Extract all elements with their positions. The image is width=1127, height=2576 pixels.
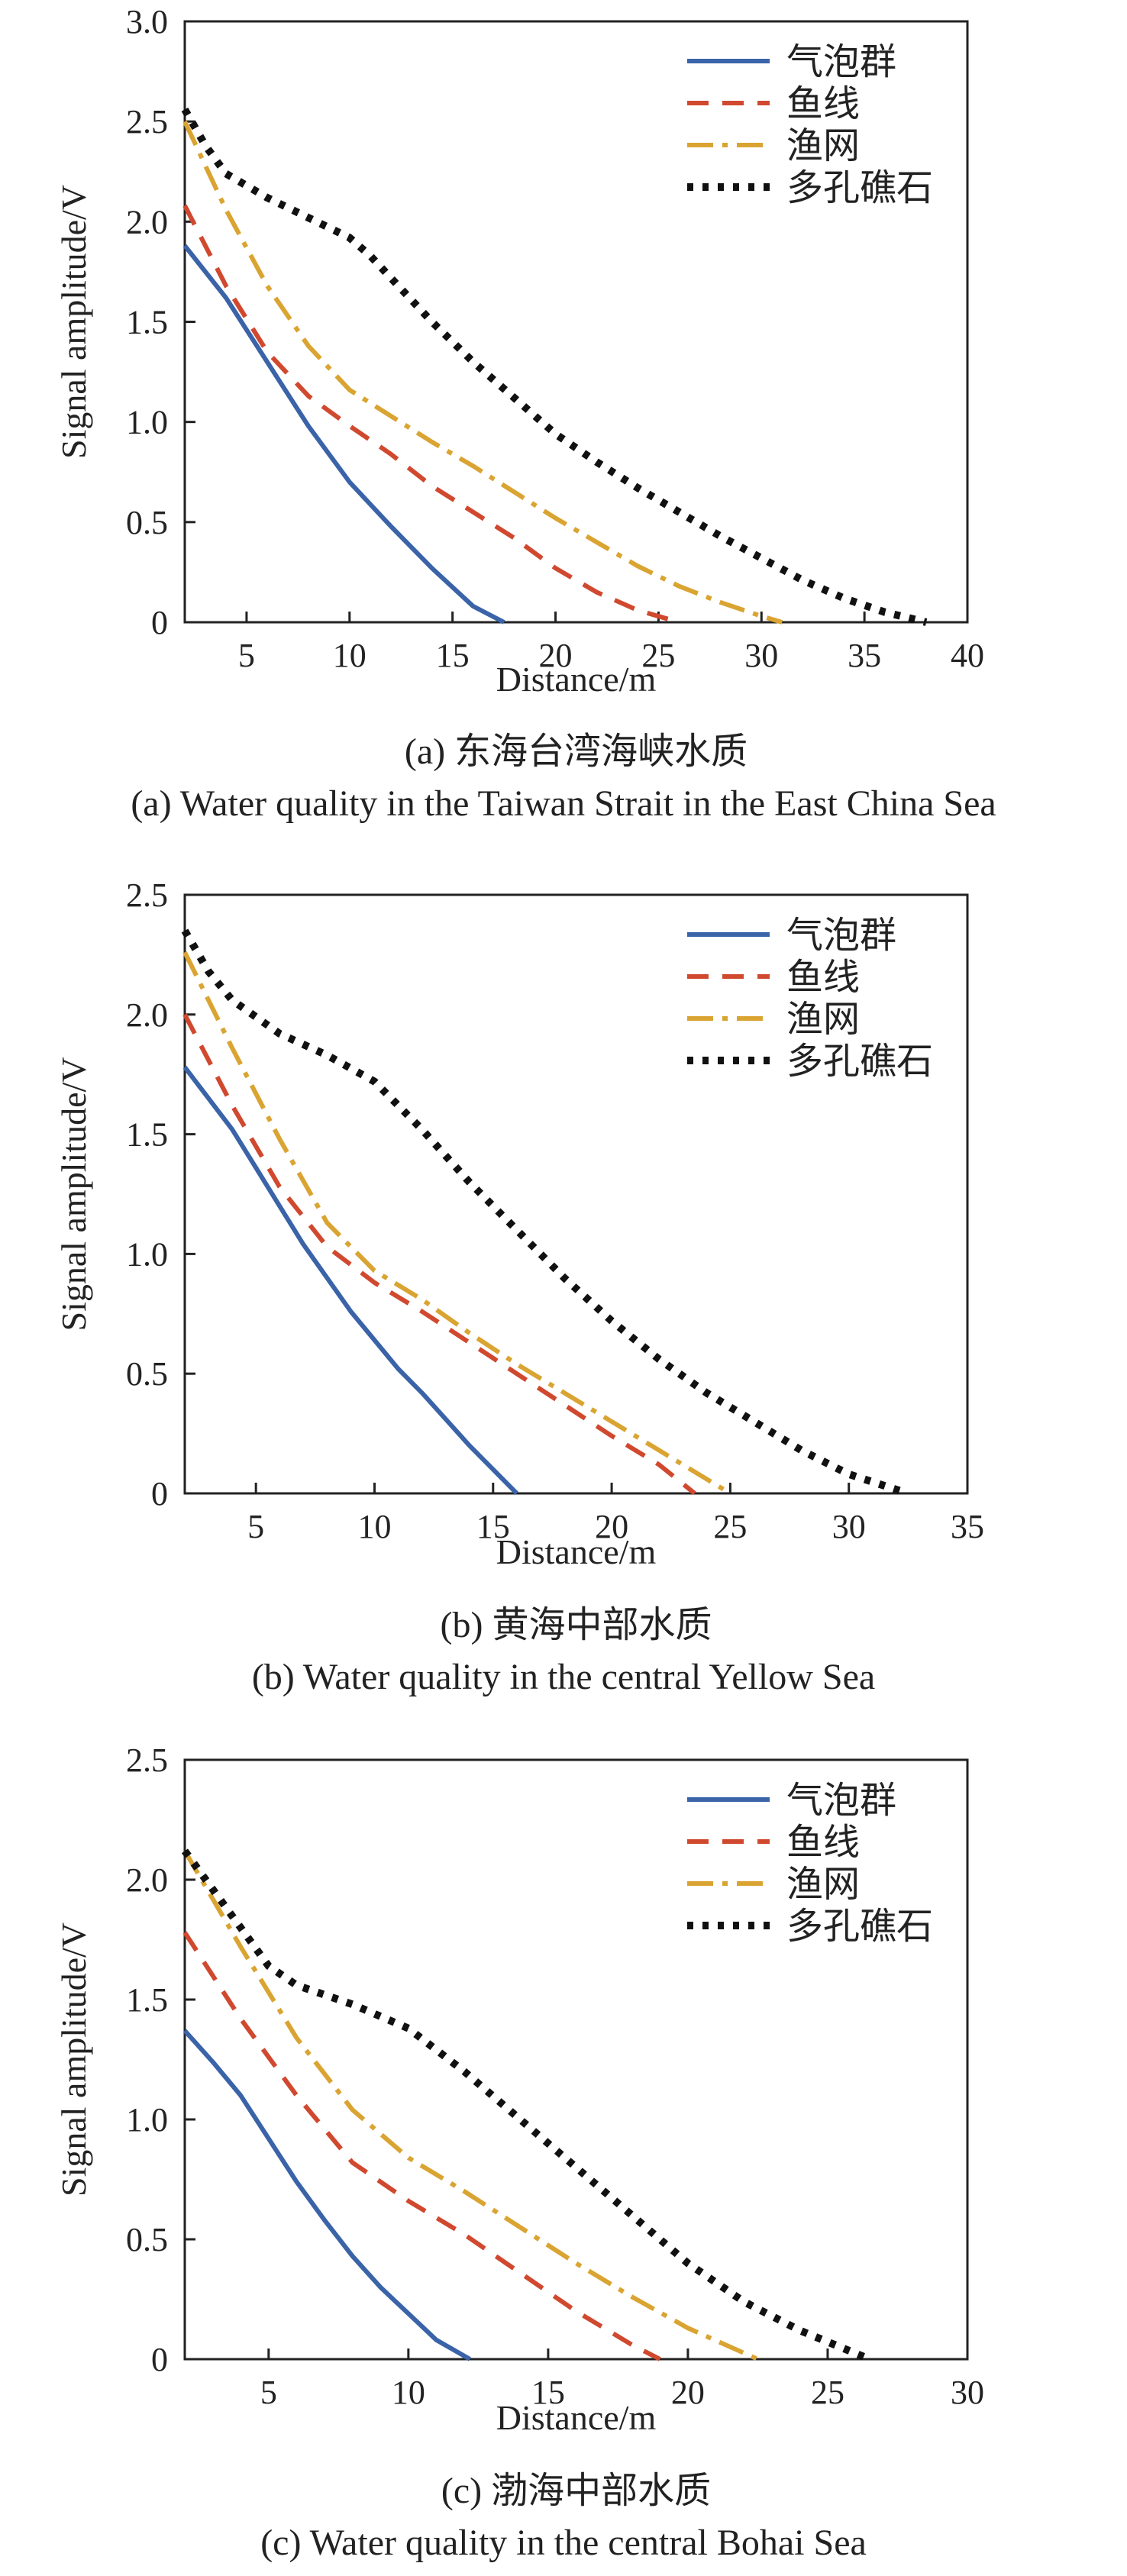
legend-label-3: 渔网	[786, 998, 860, 1041]
y-tick-label: 0.5	[126, 1355, 168, 1393]
x-tick-label: 15	[476, 1508, 510, 1545]
series-line-2	[182, 1013, 696, 1496]
legend-label-1: 气泡群	[786, 40, 896, 83]
x-tick-label: 35	[951, 1508, 984, 1545]
caption-english: (a) Water quality in the Taiwan Strait i…	[131, 783, 996, 824]
x-axis-label: Distance/m	[496, 2398, 657, 2437]
y-tick-label: 0	[151, 604, 168, 641]
caption-chinese: (b) 黄海中部水质	[441, 1605, 712, 1645]
series-line-1	[182, 1065, 518, 1496]
x-tick-label: 35	[848, 637, 881, 674]
y-tick-label: 0.5	[126, 504, 168, 541]
x-tick-label: 30	[951, 2374, 984, 2411]
x-tick-label: 5	[247, 1508, 264, 1545]
y-tick-label: 0.5	[126, 2221, 168, 2258]
legend-label-3: 渔网	[786, 1863, 860, 1906]
x-tick-label: 5	[238, 637, 255, 674]
x-tick-label: 15	[531, 2374, 565, 2411]
y-tick-label: 0	[151, 1475, 168, 1512]
legend-label-4: 多孔礁石	[786, 1905, 933, 1948]
series-line-3	[182, 1849, 759, 2361]
series-line-2	[182, 204, 680, 625]
series-line-2	[182, 1931, 661, 2361]
y-tick-label: 3.0	[126, 3, 168, 40]
x-tick-label: 20	[595, 1508, 628, 1545]
y-tick-label: 1.0	[126, 1235, 168, 1273]
y-tick-label: 1.0	[126, 404, 168, 441]
x-tick-label: 15	[436, 637, 470, 674]
legend-label-4: 多孔礁石	[786, 1040, 933, 1083]
y-axis-label: Signal amplitude/V	[54, 1057, 93, 1331]
series-line-4	[181, 107, 928, 626]
y-tick-label: 1.0	[126, 2101, 168, 2139]
y-axis-label: Signal amplitude/V	[54, 1922, 93, 2197]
y-tick-label: 1.5	[126, 304, 168, 341]
y-tick-label: 2.0	[126, 1861, 168, 1899]
chart-panel-a: 0 0.5 1.0 1.5 2.0 2.5 3.0 5 10 15 20 25 30 35 40 Distan…	[54, 3, 996, 824]
y-tick-label: 2.0	[126, 203, 168, 240]
x-tick-label: 10	[357, 1508, 391, 1545]
legend-label-4: 多孔礁石	[786, 166, 933, 209]
series-line-3	[182, 120, 783, 625]
x-tick-label: 20	[671, 2374, 705, 2411]
caption-english: (b) Water quality in the central Yellow …	[252, 1657, 875, 1697]
y-tick-label: 2.5	[126, 103, 168, 140]
caption-chinese: (c) 渤海中部水质	[441, 2471, 711, 2511]
chart-panel-c: 0 0.5 1.0 1.5 2.0 2.5 5 10 15 20 25 30 Distance/m Sig…	[54, 1742, 984, 2563]
x-tick-label: 20	[539, 637, 573, 674]
y-tick-label: 2.5	[126, 1742, 168, 1779]
plot-frame	[183, 1758, 969, 2361]
x-tick-label: 40	[951, 637, 984, 674]
y-axis-label: Signal amplitude/V	[54, 185, 93, 459]
legend-label-2: 鱼线	[786, 1821, 860, 1864]
legend-label-1: 气泡群	[786, 1779, 896, 1822]
y-tick-label: 2.5	[126, 876, 168, 914]
y-tick-label: 2.0	[126, 996, 168, 1034]
series-line-3	[182, 951, 731, 1496]
legend-label-2: 鱼线	[786, 956, 860, 999]
legend-label-1: 气泡群	[786, 914, 896, 957]
y-tick-label: 0	[151, 2341, 168, 2378]
y-tick-label: 1.5	[126, 1116, 168, 1154]
chart-panel-b: 0 0.5 1.0 1.5 2.0 2.5 5 10 15 20 25 30 35 Distance/m S…	[54, 876, 984, 1697]
x-tick-label: 10	[392, 2374, 425, 2411]
x-tick-label: 30	[832, 1508, 866, 1545]
legend-label-3: 渔网	[786, 124, 860, 167]
series-line-4	[181, 928, 909, 1497]
x-tick-label: 25	[641, 637, 675, 674]
y-tick-label: 1.5	[126, 1981, 168, 2019]
caption-english: (c) Water quality in the central Bohai S…	[260, 2523, 867, 2563]
series-line-1	[182, 2029, 471, 2361]
x-tick-label: 25	[811, 2374, 844, 2411]
plot-frame	[183, 893, 969, 1495]
x-tick-label: 5	[260, 2374, 277, 2411]
caption-chinese: (a) 东海台湾海峡水质	[405, 731, 748, 772]
x-tick-label: 25	[713, 1508, 747, 1545]
series-line-1	[182, 244, 505, 625]
x-tick-label: 30	[744, 637, 778, 674]
x-tick-label: 10	[333, 637, 367, 674]
x-axis-label: Distance/m	[496, 660, 657, 699]
x-axis-label: Distance/m	[496, 1532, 657, 1571]
legend-label-2: 鱼线	[786, 82, 860, 125]
